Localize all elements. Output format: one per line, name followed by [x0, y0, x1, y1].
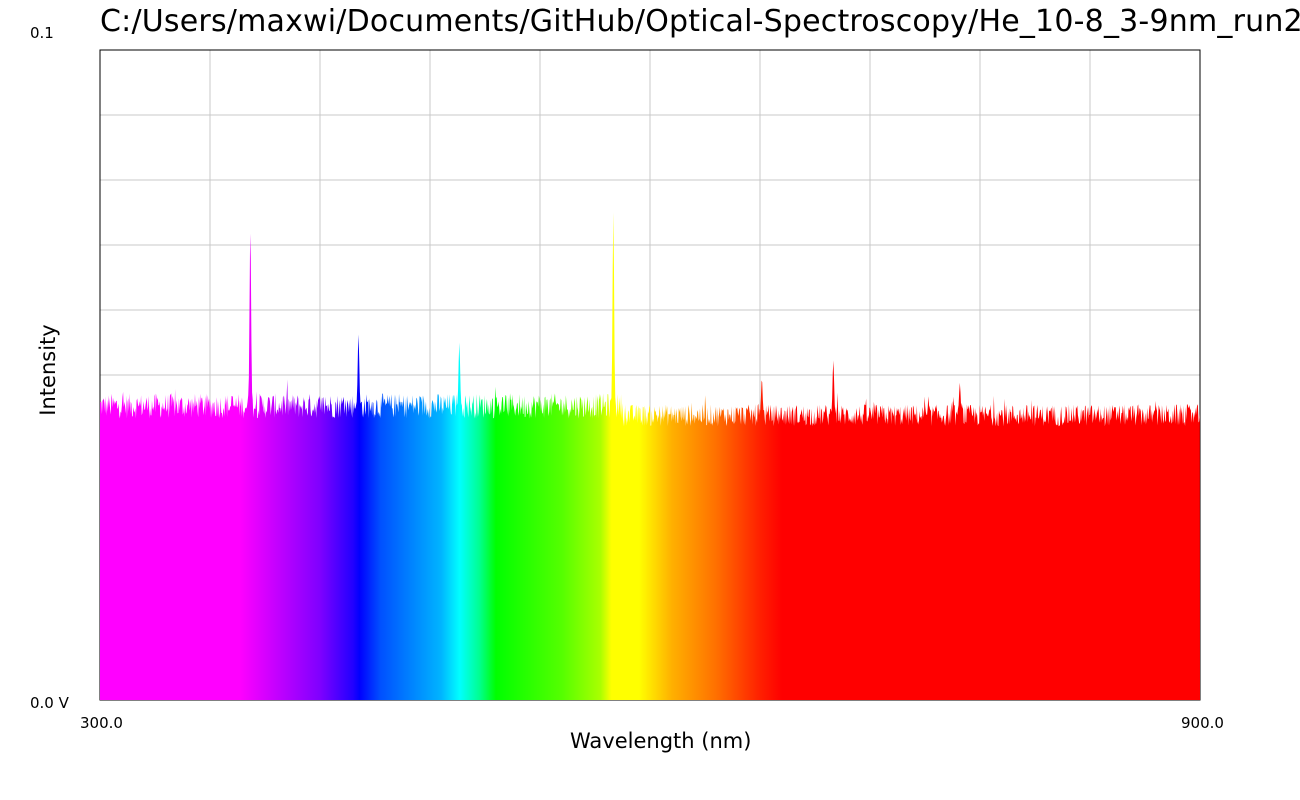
x-tick-label-max: 900.0	[1181, 714, 1224, 732]
x-axis-label: Wavelength (nm)	[570, 729, 752, 753]
spectrum-series	[100, 212, 1200, 700]
x-tick-label-min: 300.0	[80, 714, 123, 732]
chart-title: C:/Users/maxwi/Documents/GitHub/Optical-…	[100, 4, 1300, 39]
y-tick-label-max: 0.1	[30, 24, 54, 42]
y-tick-label-min: 0.0 V	[30, 694, 69, 712]
